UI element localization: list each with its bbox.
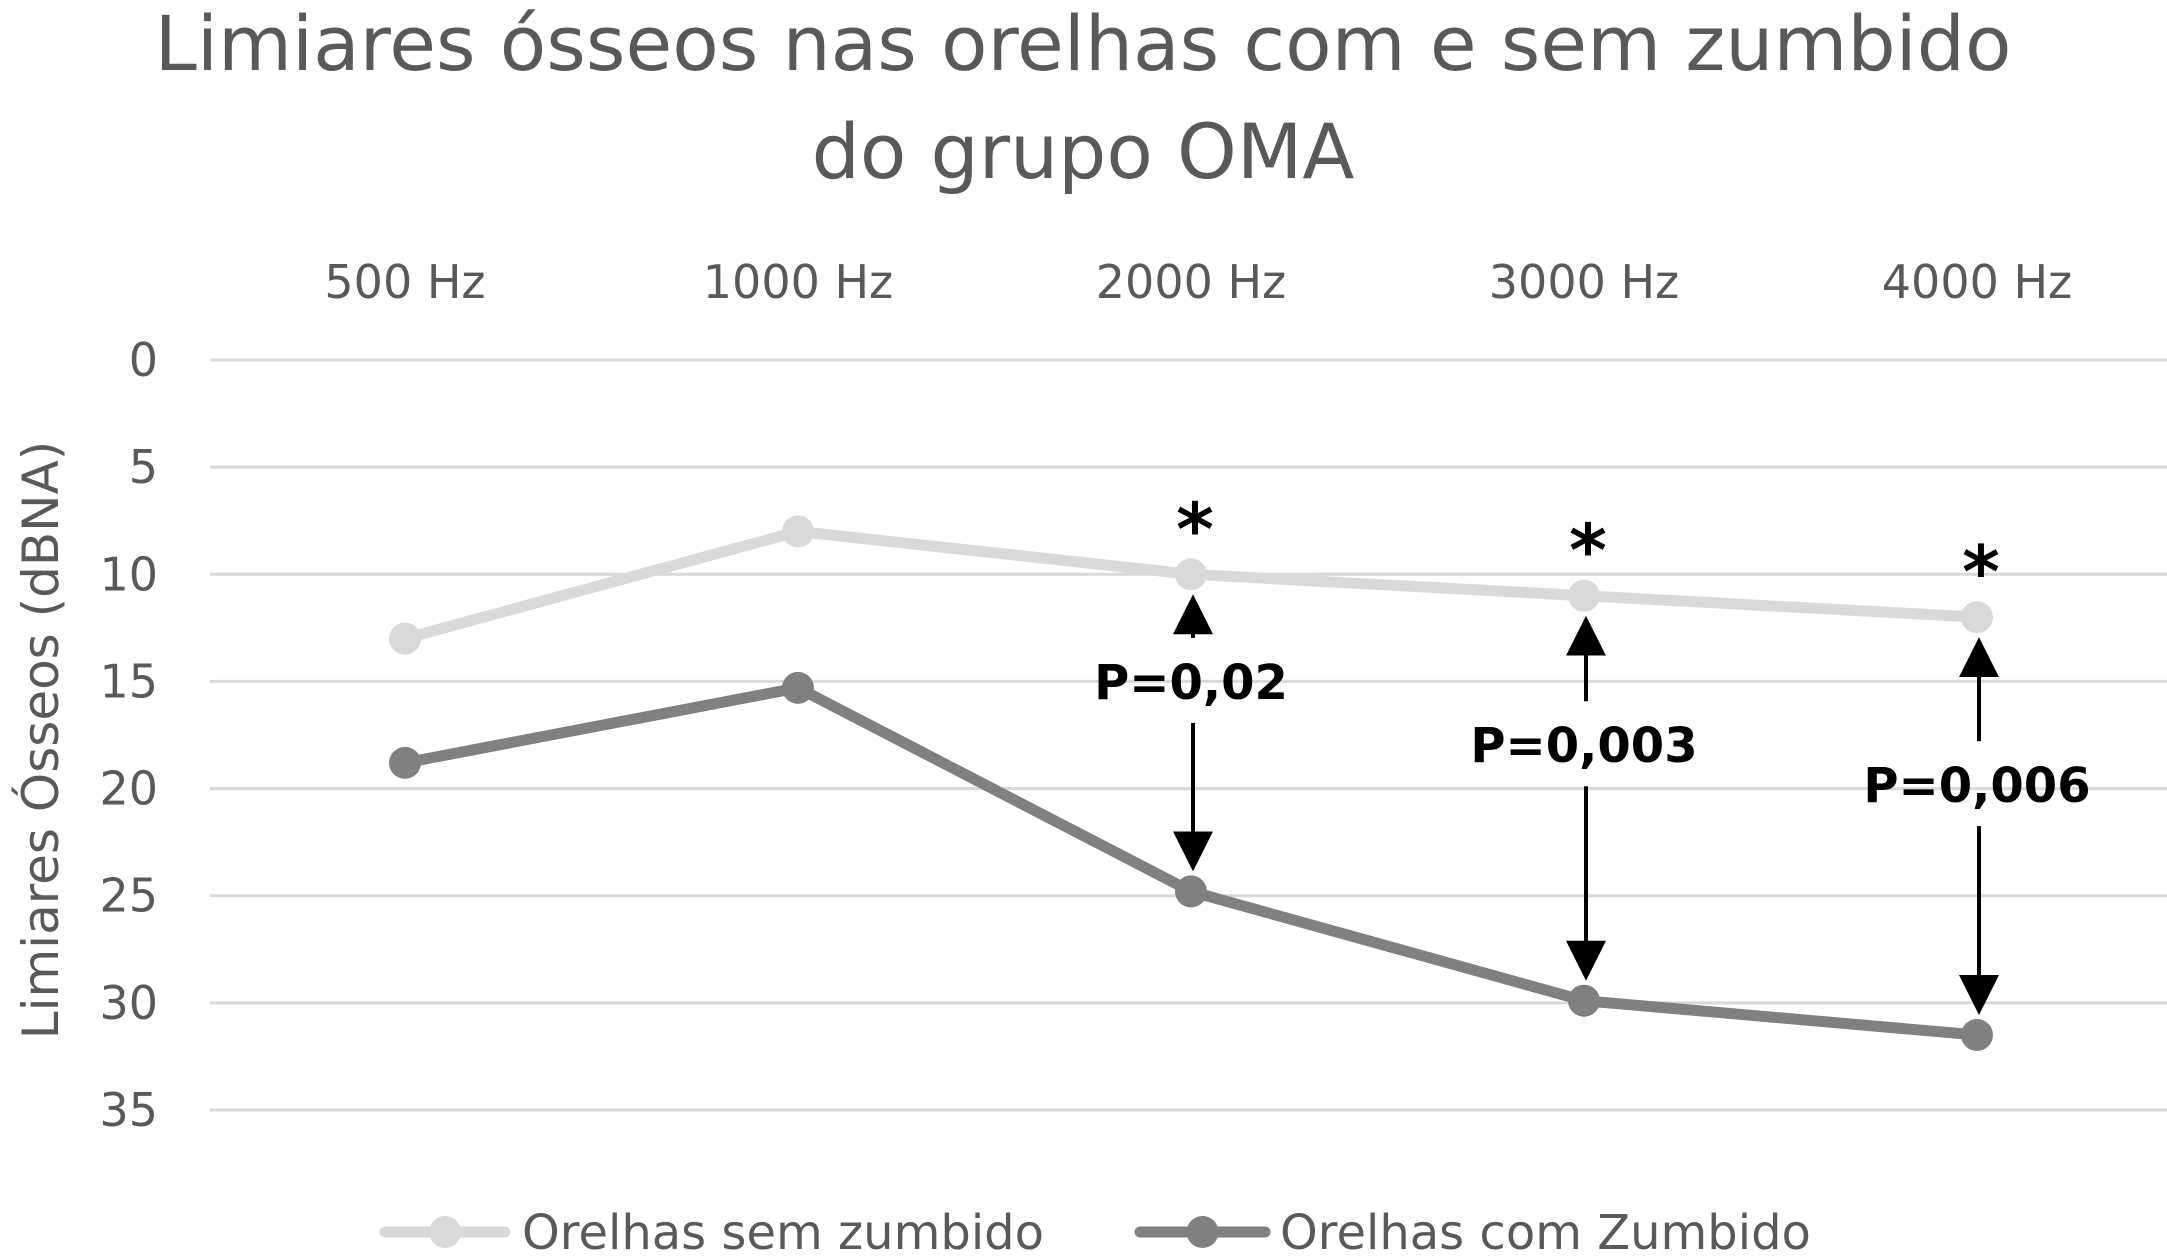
x-axis-ticks: 500 Hz 1000 Hz 2000 Hz 3000 Hz 4000 Hz (324, 255, 2072, 309)
data-point (1175, 558, 1207, 591)
annotation-2: * P=0,003 (1470, 509, 1698, 981)
data-point (1961, 1019, 1993, 1051)
y-tick-label: 35 (99, 1083, 158, 1137)
data-point (1961, 601, 1993, 634)
significance-star: * (1962, 530, 2000, 614)
data-point (782, 671, 814, 704)
data-point (1568, 984, 1600, 1017)
data-point (1568, 579, 1600, 612)
y-tick-label: 10 (99, 547, 158, 601)
significance-star: * (1569, 509, 1607, 593)
x-tick-label: 2000 Hz (1096, 255, 1286, 309)
legend-item-1: Orelhas sem zumbido (379, 1205, 1044, 1256)
legend-swatch-marker (429, 1216, 461, 1248)
annotation-layer: * P=0,02 * P=0,003 * P=0,006 (1094, 487, 2091, 1015)
x-tick-label: 500 Hz (324, 255, 485, 309)
annotation-1: * P=0,02 (1094, 487, 1288, 872)
y-tick-label: 5 (129, 440, 158, 494)
y-tick-label: 15 (99, 654, 158, 708)
y-axis-ticks: 0 5 10 15 20 25 30 35 (99, 333, 158, 1137)
series-1 (389, 515, 1993, 655)
y-tick-label: 30 (99, 976, 158, 1030)
p-value-label: P=0,006 (1863, 758, 2090, 814)
data-point (1175, 875, 1207, 908)
significance-star: * (1176, 487, 1214, 571)
series-layer (389, 515, 1993, 1051)
chart-title-line2: do grupo OMA (812, 107, 1355, 196)
legend-swatch-marker (1186, 1216, 1219, 1248)
data-point (782, 515, 814, 548)
legend-label: Orelhas com Zumbido (1280, 1205, 1811, 1256)
chart-title-line1: Limiares ósseos nas orelhas com e sem zu… (154, 0, 2011, 88)
p-value-label: P=0,003 (1470, 718, 1697, 774)
y-tick-label: 20 (99, 762, 158, 816)
legend: Orelhas sem zumbido Orelhas com Zumbido (379, 1205, 1811, 1256)
y-tick-label: 25 (99, 869, 158, 923)
x-tick-label: 4000 Hz (1882, 255, 2072, 309)
y-axis-label: Limiares Ósseos (dBNA) (11, 441, 70, 1040)
p-value-label: P=0,02 (1094, 655, 1288, 711)
x-tick-label: 1000 Hz (703, 255, 893, 309)
annotation-3: * P=0,006 (1863, 530, 2091, 1015)
data-point (389, 746, 421, 779)
series-2 (389, 671, 1993, 1051)
data-point (389, 622, 421, 655)
y-tick-label: 0 (129, 333, 158, 387)
x-tick-label: 3000 Hz (1489, 255, 1679, 309)
legend-item-2: Orelhas com Zumbido (1134, 1205, 1811, 1256)
legend-label: Orelhas sem zumbido (522, 1205, 1044, 1256)
gridlines (210, 358, 2167, 1112)
